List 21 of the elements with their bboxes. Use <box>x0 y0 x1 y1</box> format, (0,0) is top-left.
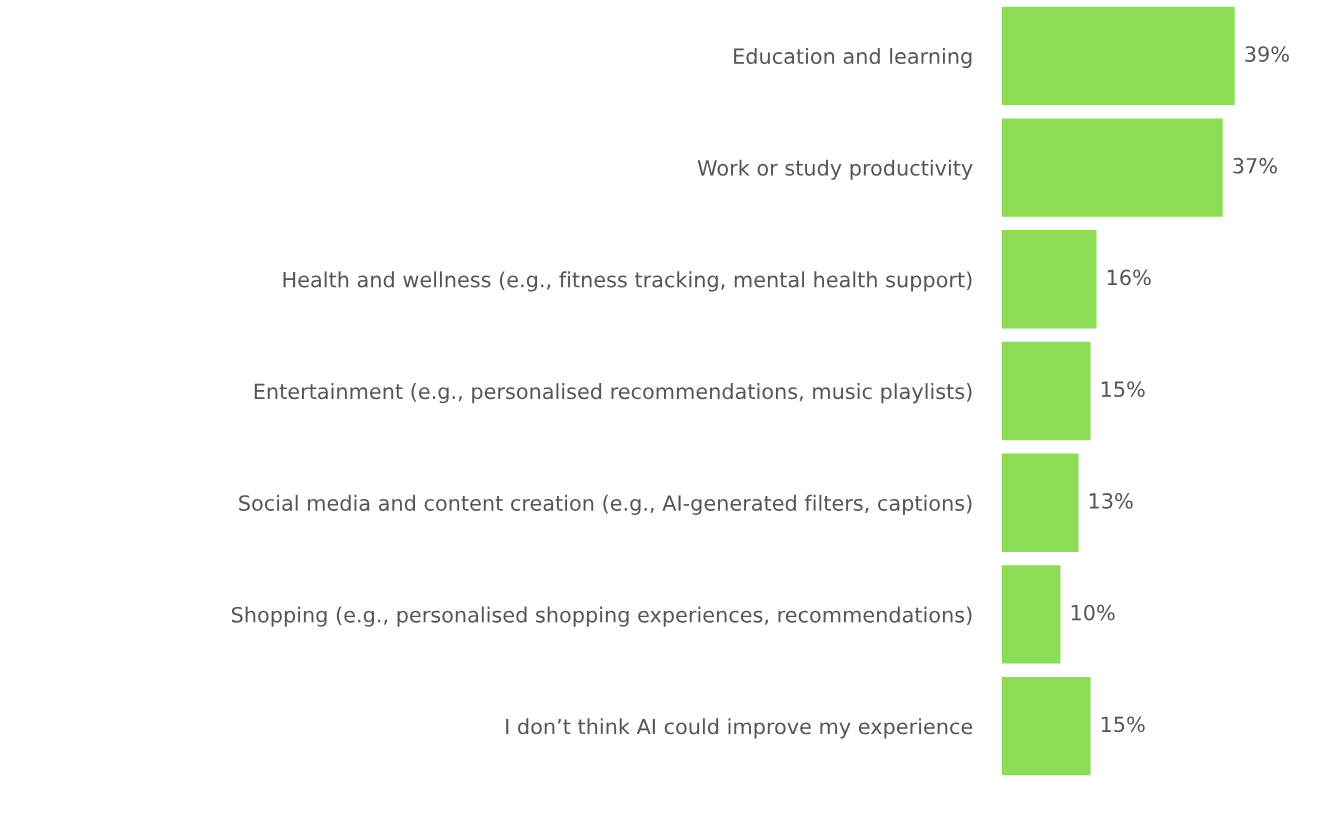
bar <box>1001 5 1237 107</box>
y-tick-label: Health and wellness (e.g., fitness tracking, mental health support) <box>283 271 972 292</box>
y-tick-label: Entertainment (e.g., personalised recommendations, music playlists) <box>254 383 972 404</box>
data-label: 15% <box>1101 381 1145 398</box>
bar <box>1001 228 1098 330</box>
y-tick-label: I don’t think AI could improve my experience <box>506 718 973 739</box>
bar <box>1001 675 1092 777</box>
bar <box>1001 116 1225 219</box>
data-label: 16% <box>1107 269 1151 286</box>
y-tick-label: Work or study productivity <box>697 159 973 180</box>
y-tick-label: Education and learning <box>734 47 972 69</box>
data-label: 10% <box>1071 604 1115 621</box>
data-label: 39% <box>1245 46 1289 62</box>
bar <box>1001 563 1062 666</box>
y-tick-label: Shopping (e.g., personalised shopping experiences, recommendations) <box>231 606 972 627</box>
data-label: 37% <box>1233 157 1277 174</box>
data-label: 15% <box>1101 716 1145 733</box>
bar <box>1001 452 1080 554</box>
bar <box>1001 340 1092 442</box>
y-tick-label: Social media and content creation (e.g., AI-generated filters, captions) <box>239 494 972 515</box>
data-label: 13% <box>1089 493 1133 509</box>
